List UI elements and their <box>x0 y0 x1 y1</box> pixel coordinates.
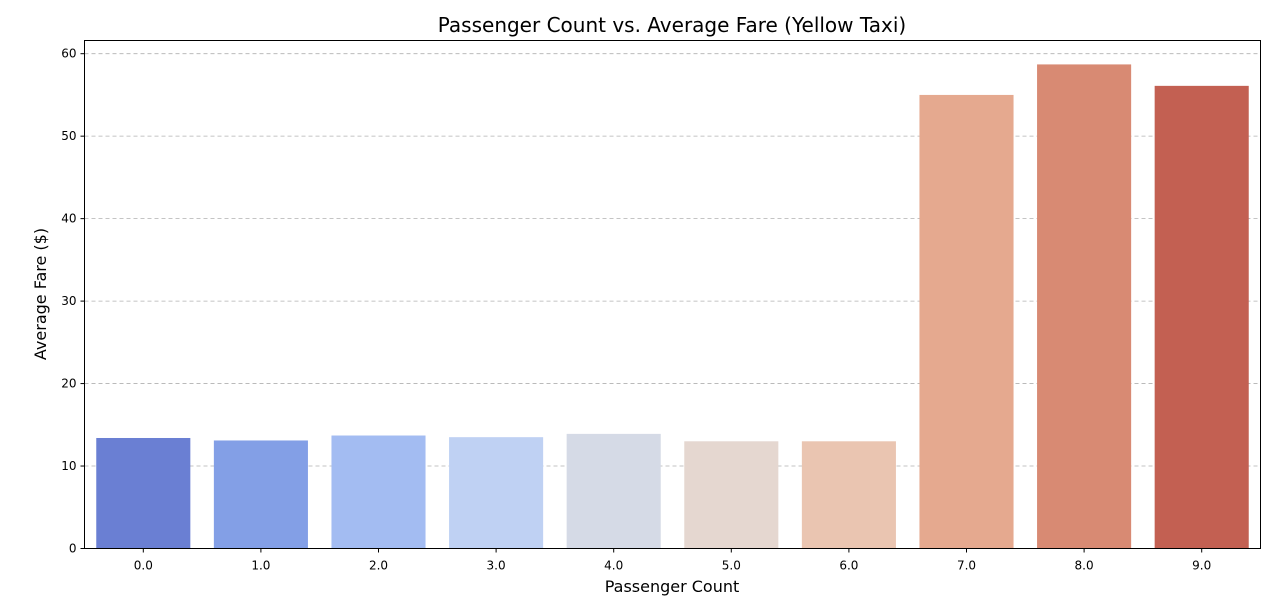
x-tick-label: 9.0 <box>1192 559 1211 573</box>
x-tick-label: 3.0 <box>487 559 506 573</box>
x-tick-label: 4.0 <box>604 559 623 573</box>
x-axis-ticks: 0.0 1.0 2.0 3.0 4.0 5.0 6.0 7.0 8.0 9.0 <box>134 548 1211 573</box>
y-axis-label: Average Fare ($) <box>31 228 50 360</box>
bar <box>566 433 661 549</box>
x-tick-label: 8.0 <box>1075 559 1094 573</box>
bar <box>96 437 191 549</box>
x-tick-label: 6.0 <box>839 559 858 573</box>
y-axis-ticks: 0 10 20 30 40 50 60 <box>61 47 85 556</box>
y-tick-label: 40 <box>61 212 76 226</box>
x-tick-label: 0.0 <box>134 559 153 573</box>
bar <box>1154 85 1249 549</box>
x-tick-label: 2.0 <box>369 559 388 573</box>
x-tick-label: 7.0 <box>957 559 976 573</box>
x-tick-label: 5.0 <box>722 559 741 573</box>
bar <box>919 94 1014 549</box>
y-tick-label: 20 <box>61 377 76 391</box>
y-tick-label: 0 <box>69 542 77 556</box>
y-tick-label: 60 <box>61 47 76 61</box>
plot-frame <box>84 40 1261 549</box>
bar <box>1037 64 1132 549</box>
bar <box>213 440 308 549</box>
bar <box>684 441 779 549</box>
x-axis-label: Passenger Count <box>605 577 740 596</box>
bar <box>331 435 426 549</box>
bar <box>801 441 896 549</box>
x-tick-label: 1.0 <box>251 559 270 573</box>
bar <box>449 437 544 549</box>
y-tick-label: 10 <box>61 459 76 473</box>
y-tick-label: 30 <box>61 294 76 308</box>
y-tick-label: 50 <box>61 129 76 143</box>
bars <box>96 64 1249 549</box>
chart-title: Passenger Count vs. Average Fare (Yellow… <box>438 13 907 37</box>
